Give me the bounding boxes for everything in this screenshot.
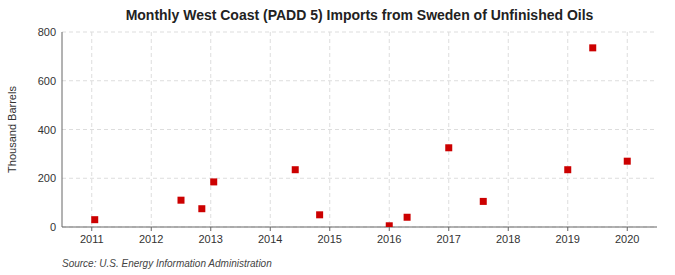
point [386, 222, 393, 227]
x-tick-label: 2020 [615, 233, 639, 245]
x-tick-label: 2016 [377, 233, 401, 245]
grid [62, 32, 657, 227]
point [292, 166, 299, 173]
x-tick [627, 227, 628, 231]
y-tick-label: 200 [38, 172, 56, 184]
x-tick [567, 227, 568, 231]
x-grid-line [91, 32, 92, 227]
x-tick [210, 227, 211, 231]
y-tick-label: 800 [38, 26, 56, 38]
x-tick-label: 2019 [556, 233, 580, 245]
x-tick [508, 227, 509, 231]
point [91, 216, 98, 223]
x-grid-line [567, 32, 568, 227]
y-axis-label: Thousand Barrels [6, 86, 18, 173]
point [445, 144, 452, 151]
point [198, 205, 205, 212]
points [91, 44, 631, 227]
chart: 2011 2012 2013 2014 2015 2016 2017 2018 2019 2020… [0, 0, 675, 275]
point [480, 198, 487, 205]
x-tick [270, 227, 271, 231]
x-tick-label: 2011 [80, 233, 104, 245]
title: Monthly West Coast (PADD 5) Imports from… [126, 7, 594, 23]
x-tick-label: 2014 [258, 233, 282, 245]
x-tick-label: 2015 [318, 233, 342, 245]
point [589, 44, 596, 51]
x-grid-line [151, 32, 152, 227]
point [210, 178, 217, 185]
x-tick [151, 227, 152, 231]
chart-container: 2011 2012 2013 2014 2015 2016 2017 2018 2019 2020… [0, 0, 675, 275]
source: Source: U.S. Energy Information Administ… [62, 258, 272, 269]
y-tick-label: 400 [38, 124, 56, 136]
y-tick-label: 0 [50, 221, 56, 233]
point [316, 211, 323, 218]
x-tick-label: 2018 [496, 233, 520, 245]
x-grid-line [448, 32, 449, 227]
x-tick [329, 227, 330, 231]
x-tick [91, 227, 92, 231]
x-grid-line [627, 32, 628, 227]
y-tick-label: 600 [38, 75, 56, 87]
x-grid-line [210, 32, 211, 227]
x-grid-line [389, 32, 390, 227]
x-grid-line [329, 32, 330, 227]
point [564, 166, 571, 173]
x-grid-line [270, 32, 271, 227]
x-tick-label: 2013 [199, 233, 223, 245]
y-grid-line [62, 129, 657, 130]
x-grid-line [508, 32, 509, 227]
y-grid-line [62, 178, 657, 179]
y-axis-line [62, 32, 63, 227]
point [624, 158, 631, 165]
x-tick [389, 227, 390, 231]
x-tick-label: 2012 [139, 233, 163, 245]
point [404, 214, 411, 221]
point [178, 197, 185, 204]
x-tick-label: 2017 [437, 233, 461, 245]
x-tick [448, 227, 449, 231]
